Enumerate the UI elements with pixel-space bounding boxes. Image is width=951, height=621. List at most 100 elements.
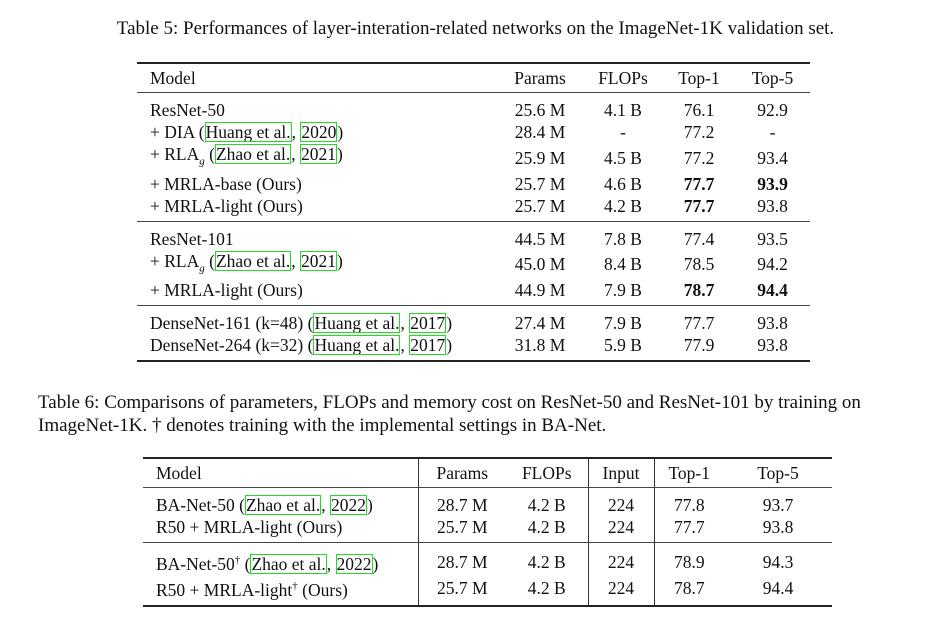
value-cell: 224 (587, 487, 654, 516)
model-cell: R50 + MRLA-light† (Ours) (143, 575, 418, 606)
value-cell: - (620, 122, 626, 142)
value-cell: 5.9 B (604, 335, 642, 355)
model-name: BA-Net-50 ( (156, 495, 245, 515)
value-cell: 93.9 (735, 173, 810, 195)
model-cell: + MRLA-light (Ours) (137, 194, 497, 222)
value-cell: 4.6 B (604, 173, 642, 194)
model-cell: DenseNet-161 (k=48) (Huang et al., 2017) (137, 306, 497, 335)
model-cell: + RLAg (Zhao et al., 2021) (137, 143, 497, 173)
citation-close: ) (337, 250, 343, 271)
table-row: ResNet-50 25.6 M 4.1 B 76.1 92.9 (137, 93, 810, 122)
value-cell: 25.7 M (497, 194, 583, 222)
table-row: DenseNet-264 (k=32) (Huang et al., 2017)… (137, 334, 810, 361)
value-cell: 224 (587, 574, 654, 606)
citation-author-link[interactable]: Zhao et al. (214, 144, 292, 164)
citation-close: ) (446, 335, 453, 355)
citation-close: ) (372, 553, 379, 574)
column-header: Model (137, 63, 497, 93)
model-cell: + MRLA-base (Ours) (137, 173, 497, 195)
column-header: Top-5 (724, 458, 832, 488)
citation-separator: , (291, 122, 301, 142)
model-name: DenseNet-264 (k=32) ( (150, 335, 314, 355)
citation-author-link[interactable]: Huang et al. (313, 335, 401, 355)
model-name: + MRLA-light (Ours) (150, 280, 303, 300)
value-cell: 7.8 B (604, 228, 642, 249)
column-header: Model (143, 458, 418, 488)
table-row: + MRLA-light (Ours) 25.7 M 4.2 B 77.7 93.8 (137, 194, 810, 222)
value-cell: 93.4 (757, 147, 788, 168)
best-value: 77.7 (683, 173, 715, 194)
column-header: FLOPs (583, 63, 663, 93)
value-cell: 94.4 (762, 577, 794, 598)
table-row: R50 + MRLA-light (Ours) 25.7 M 4.2 B 224 77.… (143, 516, 832, 543)
model-text: (Ours) (297, 579, 348, 600)
value-cell: 25.7 M (417, 516, 506, 543)
model-cell: ResNet-101 (137, 221, 497, 250)
citation-year-link[interactable]: 2021 (300, 144, 338, 164)
value-cell: 44.5 M (514, 228, 566, 249)
value-cell: 77.9 (683, 335, 715, 355)
best-value: 93.9 (757, 173, 788, 194)
table-row: + RLAg (Zhao et al., 2021) 45.0 M 8.4 B 78.… (137, 250, 810, 280)
table-row: BA-Net-50† (Zhao et al., 2022) 28.7 M 4.2 … (143, 542, 832, 575)
value-cell: 28.7 M (417, 487, 506, 516)
citation-author-link[interactable]: Zhao et al. (244, 495, 322, 515)
column-header: Input (587, 458, 654, 488)
value-cell: 25.9 M (514, 147, 566, 168)
citation-year-link[interactable]: 2021 (300, 250, 338, 271)
value-cell: 92.9 (757, 100, 788, 120)
model-cell: + DIA (Huang et al., 2020) (137, 121, 497, 143)
table-6-caption: Table 6: Comparisons of parameters, FLOP… (38, 392, 861, 436)
value-cell: 45.0 M (514, 254, 566, 275)
model-name: R50 + MRLA-light (Ours) (156, 517, 343, 537)
citation-year-link[interactable]: 2022 (335, 553, 373, 574)
value-cell: 77.2 (683, 147, 715, 168)
value-cell: 78.5 (683, 254, 715, 275)
model-cell: + MRLA-light (Ours) (137, 279, 497, 306)
value-cell: 4.2 B (506, 516, 588, 543)
value-cell: 78.7 (663, 279, 735, 306)
model-text: ( (204, 144, 215, 164)
table-row: ResNet-101 44.5 M 7.8 B 77.4 93.5 (137, 221, 810, 250)
citation-year-link[interactable]: 2017 (409, 335, 447, 355)
model-text: ( (240, 553, 251, 574)
subscript: g (199, 262, 205, 274)
value-cell: 8.4 B (604, 254, 642, 275)
value-cell: 4.2 B (527, 495, 566, 515)
citation-separator: , (321, 495, 331, 515)
citation-separator: , (291, 250, 301, 271)
value-cell: 94.4 (735, 279, 810, 306)
model-cell: + RLAg (Zhao et al., 2021) (137, 250, 497, 280)
column-header: Params (497, 63, 583, 93)
citation-year-link[interactable]: 2020 (300, 122, 338, 142)
value-cell: - (769, 122, 776, 142)
value-cell: 94.3 (762, 551, 794, 572)
citation-year-link[interactable]: 2022 (330, 495, 368, 515)
citation-separator: , (400, 313, 410, 333)
table-row: R50 + MRLA-light† (Ours) 25.7 M 4.2 B 224 78… (143, 574, 832, 606)
citation-separator: , (291, 144, 301, 164)
citation-author-link[interactable]: Zhao et al. (214, 250, 292, 271)
value-cell: 76.1 (683, 100, 715, 120)
model-name: ResNet-101 (150, 228, 234, 249)
citation-year-link[interactable]: 2017 (409, 313, 447, 333)
table-row: + DIA (Huang et al., 2020) 28.4 M - 77.2 - (137, 121, 810, 143)
citation-author-link[interactable]: Huang et al. (204, 122, 292, 142)
value-cell: 4.2 B (527, 551, 566, 572)
value-cell: 44.9 M (497, 279, 583, 306)
value-cell: 94.2 (757, 254, 788, 275)
header-row: Model Params FLOPs Input Top-1 Top-5 (143, 458, 832, 488)
subscript: g (199, 155, 205, 168)
value-cell: 27.4 M (514, 313, 566, 333)
model-cell: ResNet-50 (137, 93, 497, 122)
column-header: Params (417, 458, 506, 488)
citation-separator: , (326, 553, 336, 574)
citation-author-link[interactable]: Huang et al. (313, 313, 401, 333)
best-value: 94.4 (757, 280, 788, 300)
column-header: Top-1 (663, 63, 735, 93)
column-header: Top-5 (735, 63, 810, 93)
value-cell: 78.9 (653, 542, 724, 575)
citation-author-link[interactable]: Zhao et al. (250, 553, 327, 574)
value-cell: 25.7 M (417, 574, 506, 606)
table-row: + RLAg (Zhao et al., 2021) 25.9 M 4.5 B 77.… (137, 143, 810, 173)
